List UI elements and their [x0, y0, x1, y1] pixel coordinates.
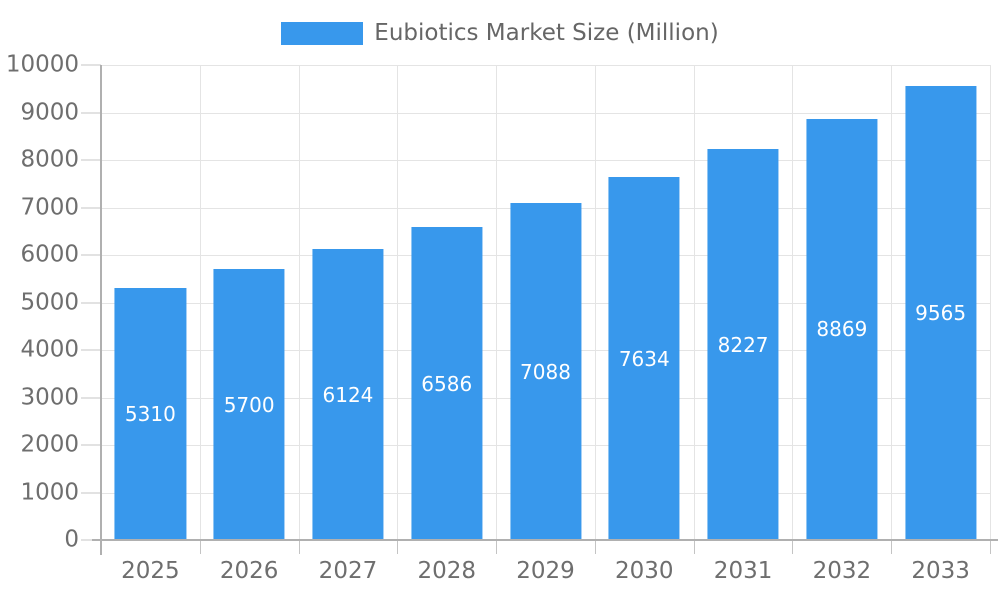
chart-legend[interactable]: Eubiotics Market Size (Million)	[0, 20, 1000, 46]
x-axis-tick-label: 2025	[121, 558, 180, 584]
bar-slot: 5310 2025	[101, 65, 200, 583]
bar-slot: 8227 2031	[694, 65, 793, 583]
bar-slot: 8869 2032	[792, 65, 891, 583]
x-axis-tick	[496, 540, 498, 554]
x-axis-tick	[990, 540, 991, 554]
bar-2033[interactable]: 9565	[905, 85, 977, 540]
y-axis-tick-label: 7000	[20, 194, 79, 220]
bar-2031[interactable]: 8227	[707, 149, 779, 540]
v-gridline	[891, 65, 893, 540]
x-axis-tick	[199, 540, 201, 554]
bar-value-label: 8869	[816, 317, 868, 342]
v-gridline	[792, 65, 794, 540]
v-gridline	[397, 65, 399, 540]
bar-value-label: 5700	[223, 392, 275, 417]
x-axis-tick	[792, 540, 794, 554]
x-axis-tick-label: 2027	[318, 558, 378, 584]
y-axis-tick	[81, 539, 101, 541]
y-axis-tick-label: 2000	[20, 431, 79, 458]
y-axis-tick	[81, 159, 101, 161]
y-axis-tick-label: 8000	[20, 146, 79, 173]
y-axis-tick-label: 3000	[20, 384, 79, 410]
y-axis-tick	[81, 207, 101, 208]
y-axis-tick-label: 9000	[20, 99, 79, 125]
bar-slot: 6124 2027	[299, 65, 398, 583]
x-axis-tick-label: 2032	[812, 558, 872, 584]
x-axis-tick	[891, 540, 893, 554]
x-axis-tick-label: 2026	[219, 558, 279, 584]
h-gridline	[101, 160, 990, 161]
legend-label: Eubiotics Market Size (Million)	[374, 20, 719, 46]
v-gridline	[990, 65, 991, 540]
bar-slot: 9565 2033	[891, 65, 990, 583]
bar-2026[interactable]: 5700	[213, 269, 285, 540]
x-axis-tick	[298, 540, 300, 554]
bar-slot: 6586 2028	[397, 65, 496, 583]
y-axis-tick-label: 6000	[20, 241, 79, 268]
x-axis-tick-label: 2029	[516, 558, 575, 584]
x-axis-line	[92, 539, 998, 541]
bar-value-label: 7634	[618, 346, 670, 371]
h-gridline	[101, 65, 990, 66]
y-axis-tick	[81, 349, 101, 351]
x-axis-tick	[693, 540, 695, 554]
bar-2030[interactable]: 7634	[608, 177, 680, 540]
x-axis-tick-label: 2028	[417, 558, 477, 584]
legend-swatch-icon	[281, 21, 364, 45]
bar-2025[interactable]: 5310	[114, 287, 186, 540]
y-axis-tick-label: 4000	[20, 336, 79, 363]
x-axis-tick-label: 2031	[713, 558, 773, 584]
bar-value-label: 6586	[421, 371, 473, 396]
bars-group: 5310 2025 5700 2026 6124 2027 6586 2028 7088 2029…	[101, 65, 990, 583]
bar-value-label: 8227	[717, 332, 769, 357]
x-axis-tick	[594, 540, 596, 554]
y-axis-tick	[81, 112, 101, 113]
bar-2027[interactable]: 6124	[312, 249, 384, 540]
x-axis-tick	[397, 540, 399, 554]
bar-slot: 5700 2026	[200, 65, 299, 583]
h-gridline	[101, 112, 990, 114]
y-axis-tick	[81, 254, 101, 256]
bar-2028[interactable]: 6586	[411, 227, 483, 540]
y-axis-tick	[81, 444, 101, 446]
x-axis-tick-label: 2030	[615, 558, 674, 584]
bar-value-label: 5310	[124, 401, 176, 426]
x-axis-tick-label: 2033	[911, 558, 970, 584]
y-axis-tick-label: 10000	[5, 51, 79, 78]
y-axis-tick-label: 0	[64, 526, 79, 553]
bar-slot: 7634 2030	[595, 65, 694, 583]
v-gridline	[693, 65, 695, 540]
v-gridline	[199, 65, 201, 540]
bar-slot: 7088 2029	[496, 65, 595, 583]
v-gridline	[298, 65, 300, 540]
bar-2032[interactable]: 8869	[806, 118, 878, 540]
y-axis-tick-label: 5000	[20, 289, 79, 315]
bar-value-label: 7088	[520, 359, 571, 384]
v-gridline	[594, 65, 596, 540]
bar-2029[interactable]: 7088	[509, 203, 582, 540]
y-axis-tick	[81, 492, 101, 493]
plot-area: 5310 2025 5700 2026 6124 2027 6586 2028 7088 2029…	[6, 53, 998, 583]
y-axis-tick-label: 1000	[20, 479, 79, 505]
bar-value-label: 6124	[322, 382, 374, 407]
y-axis-line	[100, 65, 102, 555]
y-axis-tick	[81, 302, 101, 303]
y-axis-tick	[81, 64, 101, 66]
bar-value-label: 9565	[915, 300, 967, 325]
y-axis-tick	[81, 397, 101, 398]
v-gridline	[496, 65, 498, 540]
